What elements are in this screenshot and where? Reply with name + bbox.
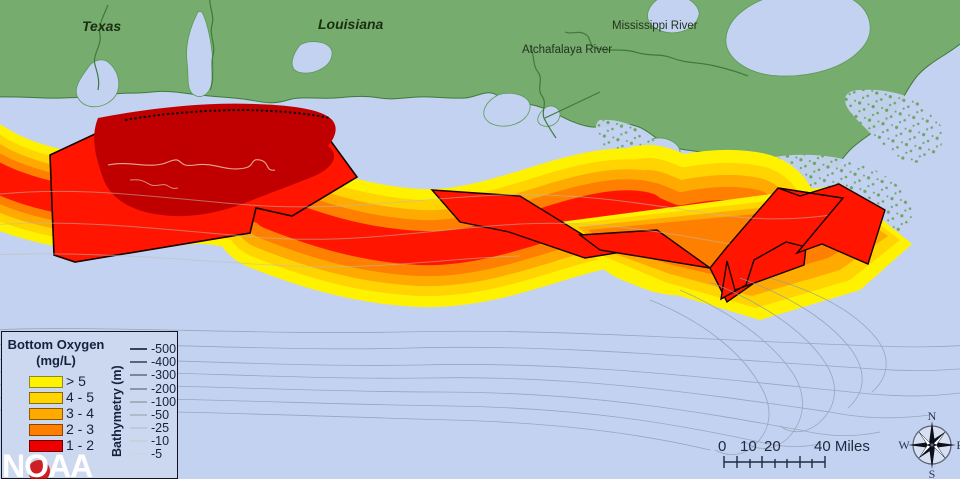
svg-text:20: 20 bbox=[764, 438, 781, 455]
svg-text:-25: -25 bbox=[151, 421, 169, 435]
svg-text:-100: -100 bbox=[151, 395, 176, 409]
svg-text:-5: -5 bbox=[151, 447, 162, 461]
svg-text:N: N bbox=[928, 409, 937, 423]
svg-text:-10: -10 bbox=[151, 434, 169, 448]
svg-text:-300: -300 bbox=[151, 368, 176, 382]
svg-text:0: 0 bbox=[718, 438, 726, 455]
svg-text:10: 10 bbox=[740, 438, 757, 455]
svg-text:-400: -400 bbox=[151, 355, 176, 369]
svg-text:E: E bbox=[956, 438, 960, 452]
svg-text:-200: -200 bbox=[151, 382, 176, 396]
svg-text:40 Miles: 40 Miles bbox=[814, 438, 870, 455]
svg-text:-50: -50 bbox=[151, 408, 169, 422]
svg-text:W: W bbox=[898, 438, 910, 452]
svg-text:S: S bbox=[929, 467, 936, 479]
